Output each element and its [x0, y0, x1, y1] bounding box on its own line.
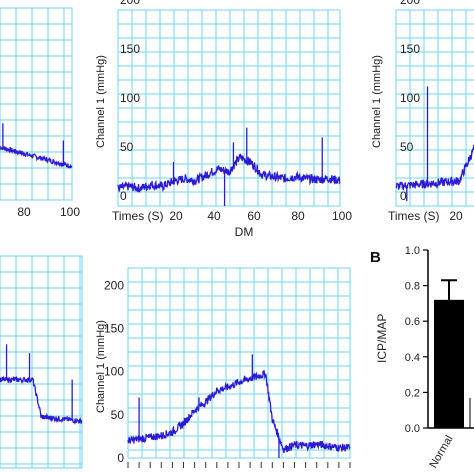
chart-panel-top-left: 80 100: [0, 0, 82, 230]
p1-series-line: [0, 145, 73, 169]
p2-series-line: [117, 153, 341, 193]
chart-panel-bottom-center: 0 50 100 150 200 Channel 1 (mmHg): [92, 262, 354, 474]
p3-x-tick-0: 20: [449, 209, 463, 223]
p5-series-line: [127, 370, 351, 454]
p5-y-tick-1: 50: [111, 408, 125, 422]
p2-y-label: Channel 1 (mmHg): [95, 55, 107, 148]
chart-panel-b: B 0.0 0.2 0.4 0.6 0.8 1.0 ICP/MAP Normal: [362, 240, 474, 474]
p2-x-label: Times (S): [112, 209, 164, 223]
p3-series-line: [395, 143, 474, 191]
pB-y-tick-0: 0.0: [405, 423, 420, 435]
chart-svg-top-right: 0 50 100 150 200 Channel 1 (mmHg) Times (S) 20: [371, 0, 474, 223]
p3-y-label: Channel 1 (mmHg): [371, 55, 383, 148]
p4-grid-frame: [0, 255, 83, 469]
p2-x-tick-4: 100: [332, 209, 352, 223]
p2-y-tick-3: 150: [120, 42, 140, 56]
p2-y-tick-0: 0: [120, 189, 127, 203]
p5-y-tick-2: 100: [104, 365, 124, 379]
p2-y-tick-1: 50: [120, 140, 134, 154]
p1-x-tick-1: 100: [60, 205, 80, 219]
p1-grid: [0, 7, 73, 201]
p2-caption: DM: [235, 225, 254, 239]
pB-category-0: Normal: [427, 434, 455, 471]
p2-x-tick-2: 60: [247, 209, 261, 223]
p4-series-line: [0, 375, 83, 426]
chart-svg-top-left: 80 100: [0, 7, 80, 219]
pB-panel-label: B: [370, 249, 381, 266]
chart-svg-b: B 0.0 0.2 0.4 0.6 0.8 1.0 ICP/MAP Normal: [370, 245, 474, 471]
chart-svg-bottom-left: [0, 255, 83, 469]
chart-panel-dm: 0 50 100 150 200 Channel 1 (mmHg) Times (S) 20 4…: [92, 0, 352, 240]
p2-x-tick-3: 80: [291, 209, 305, 223]
p3-y-tick-3: 150: [400, 42, 420, 56]
chart-panel-bottom-left: [0, 250, 88, 474]
p3-x-label: Times (S): [388, 209, 440, 223]
p3-y-tick-4: 200: [400, 0, 420, 7]
chart-svg-dm: 0 50 100 150 200 Channel 1 (mmHg) Times (S) 20 4…: [95, 0, 352, 239]
chart-svg-bottom-center: 0 50 100 150 200 Channel 1 (mmHg): [95, 267, 351, 468]
p2-x-tick-1: 40: [207, 209, 221, 223]
p5-y-tick-0: 0: [117, 451, 124, 465]
p3-y-tick-2: 100: [400, 91, 420, 105]
p3-y-tick-1: 50: [400, 140, 414, 154]
pB-y-tick-4: 0.8: [405, 281, 420, 293]
p2-x-tick-0: 20: [169, 209, 183, 223]
p5-grid-frame: [127, 267, 351, 459]
pB-y-tick-3: 0.6: [405, 316, 420, 328]
p4-grid: [0, 255, 83, 469]
p2-y-tick-2: 100: [120, 91, 140, 105]
p3-y-tick-0: 0: [400, 189, 407, 203]
p2-y-tick-4: 200: [120, 0, 140, 7]
pB-y-tick-2: 0.4: [405, 352, 420, 364]
pB-y-tick-5: 1.0: [405, 245, 420, 257]
pB-bar-0: [434, 299, 464, 428]
pB-y-tick-1: 0.2: [405, 387, 420, 399]
pB-y-label: ICP/MAP: [375, 314, 389, 363]
p5-grid: [127, 267, 351, 459]
p5-y-tick-3: 150: [104, 321, 124, 335]
chart-panel-top-right: 0 50 100 150 200 Channel 1 (mmHg) Times (S) 20: [362, 0, 474, 230]
p3-grid: [395, 9, 474, 207]
p5-y-tick-4: 200: [104, 278, 124, 292]
p5-y-label: Channel 1 (mmHg): [95, 320, 107, 413]
p1-x-tick-0: 80: [17, 205, 31, 219]
